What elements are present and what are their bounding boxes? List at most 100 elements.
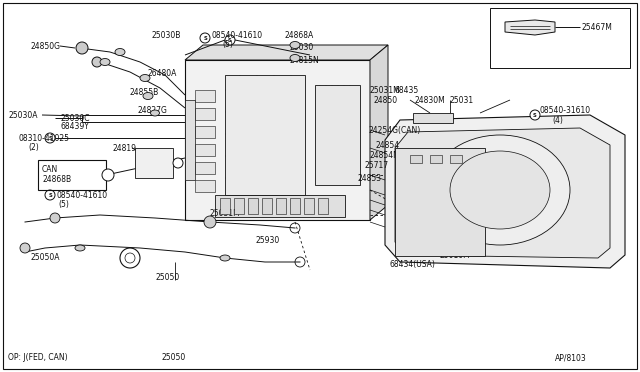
Circle shape bbox=[76, 42, 88, 54]
Text: 25051M: 25051M bbox=[210, 208, 241, 218]
Circle shape bbox=[530, 110, 540, 120]
Bar bbox=[135, 148, 173, 178]
Bar bbox=[215, 195, 345, 217]
Ellipse shape bbox=[143, 93, 153, 99]
Text: 25717: 25717 bbox=[365, 160, 389, 170]
Ellipse shape bbox=[430, 135, 570, 245]
Bar bbox=[490, 8, 630, 68]
Ellipse shape bbox=[140, 74, 150, 81]
Text: S: S bbox=[533, 112, 537, 118]
Text: 24254G(CAN): 24254G(CAN) bbox=[369, 125, 421, 135]
Text: AP/8103: AP/8103 bbox=[555, 353, 587, 362]
Circle shape bbox=[125, 253, 135, 263]
Circle shape bbox=[200, 33, 210, 43]
Bar bbox=[315, 85, 360, 185]
Text: OP: J(FED, CAN): OP: J(FED, CAN) bbox=[8, 353, 68, 362]
Text: 25030C: 25030C bbox=[60, 113, 90, 122]
Text: 25031M: 25031M bbox=[370, 86, 401, 94]
Text: (5): (5) bbox=[58, 199, 69, 208]
Text: 25050: 25050 bbox=[162, 353, 186, 362]
Bar bbox=[195, 180, 215, 192]
Circle shape bbox=[204, 216, 216, 228]
Text: 25010M: 25010M bbox=[440, 250, 471, 260]
Text: 25030: 25030 bbox=[290, 42, 314, 51]
Text: 24854M: 24854M bbox=[370, 151, 401, 160]
Text: 26480A: 26480A bbox=[148, 68, 177, 77]
Bar bbox=[234, 198, 244, 214]
Text: 68434(USA): 68434(USA) bbox=[390, 260, 436, 269]
Text: 08310-41025: 08310-41025 bbox=[18, 134, 69, 142]
Polygon shape bbox=[385, 115, 625, 268]
Bar bbox=[450, 155, 462, 163]
Bar bbox=[304, 198, 314, 214]
Bar bbox=[195, 90, 215, 102]
Bar bbox=[290, 198, 300, 214]
Text: 68439Y: 68439Y bbox=[60, 122, 89, 131]
Text: 24850: 24850 bbox=[374, 96, 398, 105]
Text: 08540-31610: 08540-31610 bbox=[540, 106, 591, 115]
Polygon shape bbox=[505, 20, 555, 35]
Bar bbox=[430, 155, 442, 163]
Bar bbox=[185, 100, 195, 180]
Ellipse shape bbox=[450, 151, 550, 229]
Polygon shape bbox=[185, 45, 388, 60]
Text: 25031: 25031 bbox=[450, 96, 474, 105]
Text: S: S bbox=[48, 135, 52, 141]
Polygon shape bbox=[370, 45, 388, 220]
Bar bbox=[413, 113, 453, 123]
Text: 24830M: 24830M bbox=[415, 96, 445, 105]
Bar bbox=[195, 126, 215, 138]
Circle shape bbox=[45, 190, 55, 200]
Ellipse shape bbox=[100, 58, 110, 65]
Ellipse shape bbox=[290, 42, 300, 48]
Text: S: S bbox=[203, 35, 207, 41]
Text: CAN: CAN bbox=[42, 164, 58, 173]
Ellipse shape bbox=[150, 110, 159, 116]
Bar bbox=[276, 198, 286, 214]
Text: 24854: 24854 bbox=[376, 141, 400, 150]
Text: 24827G: 24827G bbox=[138, 106, 168, 115]
Text: S: S bbox=[228, 38, 232, 42]
Text: 25030B: 25030B bbox=[152, 31, 181, 39]
Text: 24850G: 24850G bbox=[30, 42, 60, 51]
Text: 24815N: 24815N bbox=[290, 55, 320, 64]
Text: 24853: 24853 bbox=[358, 173, 382, 183]
Text: 25467M: 25467M bbox=[582, 22, 613, 32]
Text: 25930: 25930 bbox=[255, 235, 279, 244]
Bar bbox=[195, 144, 215, 156]
Text: 68435: 68435 bbox=[395, 86, 419, 94]
Circle shape bbox=[20, 243, 30, 253]
Bar bbox=[262, 198, 272, 214]
Bar bbox=[195, 108, 215, 120]
Text: 24868A: 24868A bbox=[285, 31, 314, 39]
Bar bbox=[248, 198, 258, 214]
Circle shape bbox=[173, 158, 183, 168]
Bar bbox=[395, 148, 485, 256]
Text: (5): (5) bbox=[222, 39, 233, 48]
Bar bbox=[225, 75, 305, 195]
Circle shape bbox=[92, 57, 102, 67]
Text: 25050A: 25050A bbox=[30, 253, 60, 263]
Circle shape bbox=[225, 35, 235, 45]
Ellipse shape bbox=[220, 255, 230, 261]
Text: 08540-41610: 08540-41610 bbox=[56, 190, 107, 199]
Bar bbox=[195, 162, 215, 174]
Bar bbox=[410, 155, 422, 163]
Circle shape bbox=[50, 213, 60, 223]
Ellipse shape bbox=[115, 48, 125, 55]
Text: (4): (4) bbox=[552, 115, 563, 125]
Text: 24855B: 24855B bbox=[130, 87, 159, 96]
Bar bbox=[318, 198, 328, 214]
Circle shape bbox=[102, 169, 114, 181]
Text: 25050: 25050 bbox=[155, 273, 179, 282]
Bar bbox=[185, 60, 370, 220]
Bar bbox=[38, 160, 106, 190]
Bar bbox=[220, 198, 230, 214]
Text: 25030A: 25030A bbox=[8, 110, 38, 119]
Text: S: S bbox=[48, 192, 52, 198]
Circle shape bbox=[45, 133, 55, 143]
Text: (2): (2) bbox=[28, 142, 39, 151]
Ellipse shape bbox=[75, 245, 85, 251]
Text: 24868B: 24868B bbox=[42, 174, 71, 183]
Text: 08540-41610: 08540-41610 bbox=[212, 31, 263, 39]
